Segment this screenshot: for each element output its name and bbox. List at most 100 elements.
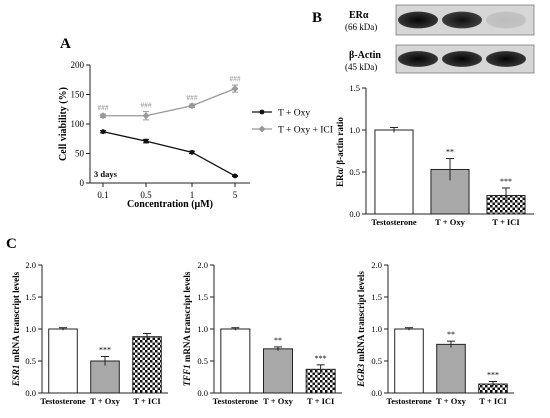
y-tick-label: 0.0 xyxy=(349,209,360,219)
y-tick-label: 1.5 xyxy=(25,292,36,302)
significance-label: ### xyxy=(229,74,241,83)
panel-label-c: C xyxy=(6,236,17,252)
y-tick-label: 50 xyxy=(75,149,85,159)
y-tick-label: 1.5 xyxy=(197,292,208,302)
chart-b-era-ratio: 0.0 0.5 1.0 1.5 Testosterone ** T + Oxy *** T + … xyxy=(335,83,534,227)
significance-label: ** xyxy=(447,330,455,339)
blot-band xyxy=(486,11,526,29)
blot-protein-label: ERα xyxy=(349,10,369,21)
legend-marker xyxy=(258,125,266,133)
y-tick-label: 0 xyxy=(80,178,85,188)
blot-band xyxy=(398,51,438,67)
x-tick-label: 1 xyxy=(190,190,195,200)
y-tick-label: 0.5 xyxy=(197,356,208,366)
blot-size-label: (45 kDa) xyxy=(345,62,377,72)
x-tick-label: 0.5 xyxy=(140,190,152,200)
data-point xyxy=(231,85,239,93)
bar xyxy=(394,328,424,394)
bar xyxy=(262,348,294,394)
data-point xyxy=(188,102,196,110)
blot-band xyxy=(486,51,526,67)
category-label: T + ICI xyxy=(479,396,507,406)
category-label: T + Oxy xyxy=(435,217,465,227)
y-axis-title-rest: mRNA transcript levels xyxy=(11,271,21,364)
y-tick-label: 0.5 xyxy=(25,356,36,366)
category-label: T + ICI xyxy=(307,396,335,406)
x-tick-label: 0.1 xyxy=(97,190,108,200)
category-label: Testosterone xyxy=(213,396,259,406)
duration-annotation: 3 days xyxy=(94,169,118,179)
y-tick-label: 1.5 xyxy=(371,292,382,302)
y-tick-label: 0.5 xyxy=(371,356,382,366)
y-tick-label: 2.0 xyxy=(25,260,36,270)
significance-label: ** xyxy=(274,336,282,345)
significance-label: ### xyxy=(97,103,109,112)
y-tick-label: 0.0 xyxy=(25,388,36,398)
data-point xyxy=(189,149,195,155)
blot-band xyxy=(442,51,482,67)
data-point xyxy=(100,129,106,135)
data-point xyxy=(232,173,238,179)
category-label: T + ICI xyxy=(133,396,161,406)
western-blot: ERα(66 kDa) β-Actin(45 kDa) xyxy=(345,4,535,74)
y-axis-title: EGR3 mRNA transcript levels xyxy=(356,271,366,388)
y-tick-label: 2.0 xyxy=(197,260,208,270)
significance-label: *** xyxy=(500,177,512,186)
category-label: Testosterone xyxy=(371,217,417,227)
blot-band xyxy=(398,11,438,29)
bar xyxy=(48,328,78,394)
chart-c-esr1: 0.0 0.5 1.0 1.5 2.0 Testosterone *** T + Oxy T +… xyxy=(11,260,168,406)
chart-c-tff1: 0.0 0.5 1.0 1.5 2.0 Testosterone ** T + Oxy *** T… xyxy=(182,260,342,406)
bar xyxy=(132,336,162,394)
category-label: Testosterone xyxy=(40,396,86,406)
blot-size-label: (66 kDa) xyxy=(345,22,377,32)
data-point xyxy=(143,138,149,144)
category-label: Testosterone xyxy=(386,396,432,406)
y-tick-label: 1.0 xyxy=(371,324,382,334)
gene-name: EGR3 xyxy=(356,363,366,388)
y-tick-label: 0.5 xyxy=(349,167,360,177)
category-label: T + Oxy xyxy=(436,396,466,406)
y-tick-label: 1.0 xyxy=(197,324,208,334)
blot-band xyxy=(442,11,482,29)
y-tick-label: 200 xyxy=(71,60,85,70)
significance-label: *** xyxy=(487,370,499,379)
y-axis-title-rest: mRNA transcript levels xyxy=(356,271,366,364)
x-axis-title: Concentration (μM) xyxy=(127,199,213,210)
category-label: T + Oxy xyxy=(90,396,120,406)
y-tick-label: 2.0 xyxy=(371,260,382,270)
series-line xyxy=(102,131,236,177)
panel-label-b: B xyxy=(312,10,322,26)
gene-name: ESR1 xyxy=(11,365,21,388)
bar xyxy=(90,360,120,394)
data-point xyxy=(99,112,107,120)
y-axis-title: ESR1 mRNA transcript levels xyxy=(11,271,21,387)
category-label: T + ICI xyxy=(492,217,520,227)
x-tick-label: 5 xyxy=(233,190,238,200)
legend-label: T + Oxy xyxy=(278,109,310,119)
y-tick-label: 1.5 xyxy=(349,83,360,93)
blot-protein-label: β-Actin xyxy=(349,50,381,61)
chart-a-cell-viability: 0 50 100 150 200 0.1 0.5 1 5 Concentration (μM) Ce… xyxy=(58,60,333,210)
y-axis-title: Cell viability (%) xyxy=(58,87,69,161)
bar xyxy=(374,129,414,215)
y-tick-label: 0.0 xyxy=(197,388,208,398)
y-axis-title-rest: mRNA transcript levels xyxy=(182,271,192,364)
y-axis-title: ERα/ β-actin ratio xyxy=(335,117,345,187)
bar xyxy=(436,343,466,394)
legend-label: T + Oxy + ICI xyxy=(278,126,333,136)
gene-name: TFF1 xyxy=(182,364,192,386)
significance-label: ### xyxy=(140,101,152,110)
y-tick-label: 1.0 xyxy=(25,324,36,334)
chart-c-egr3: 0.0 0.5 1.0 1.5 2.0 Testosterone ** T + Oxy *** T… xyxy=(356,260,514,406)
y-tick-label: 150 xyxy=(71,90,85,100)
bar xyxy=(220,328,251,394)
y-tick-label: 1.0 xyxy=(349,125,360,135)
significance-label: ### xyxy=(186,93,198,102)
y-axis-title: TFF1 mRNA transcript levels xyxy=(182,271,192,386)
category-label: T + Oxy xyxy=(263,396,293,406)
data-point xyxy=(142,112,150,120)
y-tick-label: 100 xyxy=(71,119,85,129)
significance-label: ** xyxy=(446,148,454,157)
